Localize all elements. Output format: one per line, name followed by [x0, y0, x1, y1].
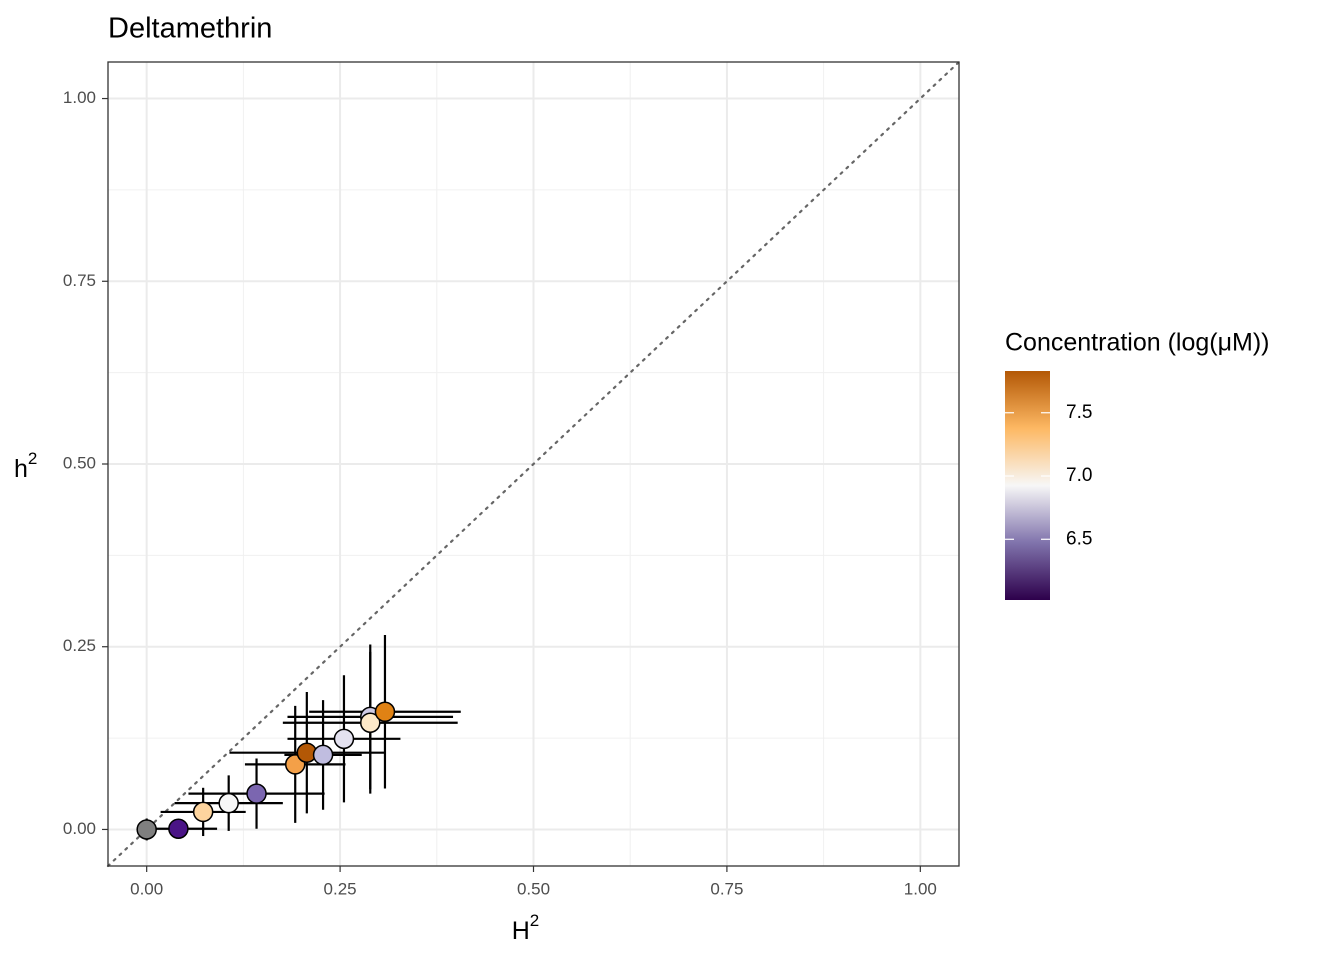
x-tick-label: 1.00 [904, 879, 937, 898]
plot-border [107, 61, 960, 867]
point [360, 712, 381, 733]
x-axis-title-text: H [512, 917, 530, 945]
colorbar-tick-label: 6.5 [1066, 528, 1092, 549]
y-axis-title-text: h [14, 455, 28, 483]
x-axis-title-sup: 2 [530, 911, 539, 930]
y-tick-label: 0.00 [63, 819, 96, 838]
y-axis-title-sup: 2 [28, 449, 37, 468]
x-tick-label: 0.00 [130, 879, 163, 898]
colorbar-tick-label: 7.0 [1066, 465, 1092, 486]
y-tick-label: 0.25 [63, 636, 96, 655]
x-tick-label: 0.50 [517, 879, 550, 898]
point [374, 701, 396, 723]
colorbar [1005, 371, 1050, 600]
point [333, 728, 355, 750]
y-tick-label: 0.75 [63, 271, 96, 290]
point [312, 744, 334, 766]
point [246, 783, 267, 804]
point [136, 819, 157, 840]
point [192, 801, 214, 823]
y-axis-title: h2 [14, 449, 37, 482]
point [168, 818, 189, 839]
x-tick-label: 0.25 [324, 879, 357, 898]
point [218, 792, 239, 814]
x-axis-title: H2 [512, 911, 540, 944]
colorbar-tick-label: 7.5 [1066, 402, 1092, 423]
y-tick-label: 0.50 [63, 453, 96, 472]
reference-line [106, 60, 961, 868]
chart-title: Deltamethrin [108, 13, 272, 45]
y-tick-label: 1.00 [63, 88, 96, 107]
legend-title: Concentration (log(μM)) [1005, 329, 1270, 357]
x-tick-label: 0.75 [710, 879, 743, 898]
